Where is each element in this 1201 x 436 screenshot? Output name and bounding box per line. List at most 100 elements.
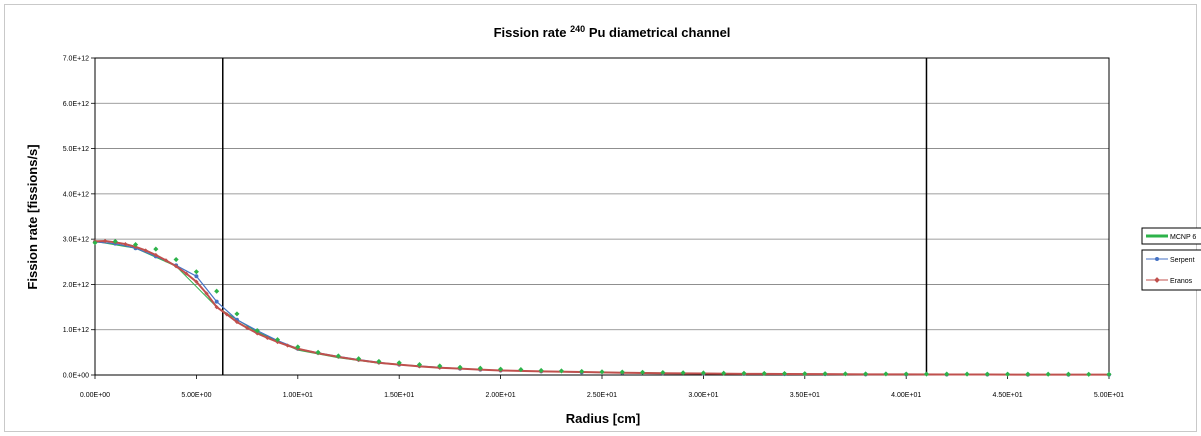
- mcnp-point: [1086, 371, 1092, 377]
- y-axis-title: Fission rate [fissions/s]: [25, 144, 40, 289]
- eranos-point: [234, 319, 240, 325]
- y-tick-label: 2.0E+12: [63, 282, 89, 289]
- eranos-point: [244, 325, 250, 331]
- series-eranos-line: [94, 239, 1110, 376]
- mcnp-point: [214, 288, 220, 294]
- x-tick-label: 4.50E+01: [993, 392, 1023, 399]
- mcnp-point: [883, 371, 889, 377]
- eranos-point: [153, 252, 158, 258]
- eranos-point: [194, 279, 199, 284]
- mcnp-point: [842, 371, 848, 377]
- y-tick-label: 1.0E+12: [63, 327, 89, 334]
- serpent-point: [194, 274, 199, 279]
- mcnp-point: [92, 240, 98, 246]
- mcnp-point: [599, 369, 605, 375]
- mcnp-point: [863, 371, 869, 377]
- mcnp-point: [498, 366, 504, 372]
- mcnp-point: [295, 344, 301, 350]
- mcnp-point: [640, 369, 646, 375]
- mcnp-point: [477, 365, 483, 371]
- mcnp-point: [1025, 371, 1031, 377]
- mcnp-point: [984, 371, 990, 377]
- mcnp-point: [457, 364, 463, 370]
- mcnp-point: [234, 311, 240, 317]
- x-axis-title: Radius [cm]: [566, 411, 640, 426]
- mcnp-point: [1065, 371, 1071, 377]
- mcnp-point: [1106, 371, 1112, 377]
- mcnp-point: [781, 370, 788, 377]
- mcnp-point: [416, 362, 423, 368]
- mcnp-point: [133, 242, 139, 248]
- y-tick-label: 0.0E+00: [63, 373, 89, 380]
- chart-title-main: Fission rate: [494, 25, 567, 40]
- x-tick-label: 2.00E+01: [486, 392, 516, 399]
- x-axis-ticks: 0.00E+00 5.00E+00 1.00E+01 1.50E+01 2.00E+01…: [80, 375, 1124, 399]
- eranos-point: [173, 264, 179, 269]
- mcnp-point: [315, 349, 321, 355]
- mcnp-point: [660, 369, 666, 376]
- mcnp-point: [1045, 371, 1051, 377]
- mcnp-point: [518, 367, 524, 373]
- eranos-point: [285, 343, 290, 348]
- mcnp-point: [944, 371, 950, 377]
- eranos-point: [255, 331, 260, 336]
- mcnp-point: [619, 369, 625, 375]
- x-tick-label: 5.00E+00: [181, 392, 211, 399]
- legend-serpent-label: Serpent: [1170, 257, 1195, 264]
- eranos-point: [123, 242, 128, 247]
- mcnp-point: [822, 371, 828, 377]
- eranos-point: [163, 258, 169, 263]
- y-axis-ticks: 0.0E+00 1.0E+12 2.0E+12 3.0E+12 4.0E+12 5.0E+…: [63, 56, 95, 380]
- legend: MCNP 6 Serpent Eranos: [1141, 227, 1201, 291]
- mcnp-point: [964, 371, 970, 377]
- legend-box-1: [1141, 227, 1201, 245]
- mcnp-point: [1005, 371, 1011, 377]
- mcnp-point: [356, 356, 362, 362]
- mcnp-point: [903, 371, 909, 377]
- y-tick-label: 3.0E+12: [63, 237, 89, 244]
- mcnp-point: [721, 370, 727, 376]
- x-tick-label: 5.00E+01: [1094, 392, 1124, 399]
- eranos-point: [224, 312, 229, 317]
- x-tick-label: 0.00E+00: [80, 392, 110, 399]
- mcnp-point: [558, 368, 564, 374]
- mcnp-point: [274, 337, 281, 343]
- series-serpent-line: [94, 241, 1110, 376]
- grid-lines: [95, 102, 1109, 331]
- legend-eranos-marker: [1154, 277, 1160, 283]
- x-tick-label: 1.00E+01: [283, 392, 313, 399]
- chart-title-rest: Pu diametrical channel: [589, 25, 731, 40]
- y-tick-label: 5.0E+12: [63, 146, 89, 153]
- legend-mcnp-label: MCNP 6: [1170, 234, 1196, 241]
- mcnp-point: [173, 256, 179, 263]
- mcnp-point: [802, 371, 808, 377]
- eranos-point: [204, 291, 209, 296]
- y-tick-label: 6.0E+12: [63, 101, 89, 108]
- mcnp-point: [335, 353, 341, 359]
- chart-title-superscript: 240: [570, 24, 585, 34]
- x-tick-label: 2.50E+01: [587, 392, 617, 399]
- serpent-point: [214, 299, 219, 304]
- mcnp-point: [923, 371, 930, 377]
- y-tick-label: 4.0E+12: [63, 191, 89, 198]
- x-tick-label: 1.50E+01: [384, 392, 414, 399]
- vertical-markers: [222, 58, 928, 375]
- x-tick-label: 4.00E+01: [891, 392, 921, 399]
- mcnp-point: [254, 328, 260, 334]
- legend-eranos-label: Eranos: [1170, 278, 1193, 285]
- eranos-point: [143, 248, 148, 253]
- x-tick-label: 3.50E+01: [790, 392, 820, 399]
- mcnp-point: [579, 368, 585, 374]
- eranos-point: [184, 271, 189, 276]
- chart-frame: [4, 4, 1197, 432]
- eranos-point: [214, 304, 219, 310]
- mcnp-point: [376, 358, 382, 364]
- mcnp-point: [193, 269, 199, 275]
- x-tick-label: 3.00E+01: [688, 392, 718, 399]
- legend-box-2: [1141, 249, 1201, 291]
- mcnp-point: [396, 360, 402, 366]
- mcnp-point: [437, 363, 443, 369]
- legend-serpent-marker: [1155, 257, 1159, 261]
- chart-title: Fission rate 240 Pu diametrical channel: [494, 20, 731, 40]
